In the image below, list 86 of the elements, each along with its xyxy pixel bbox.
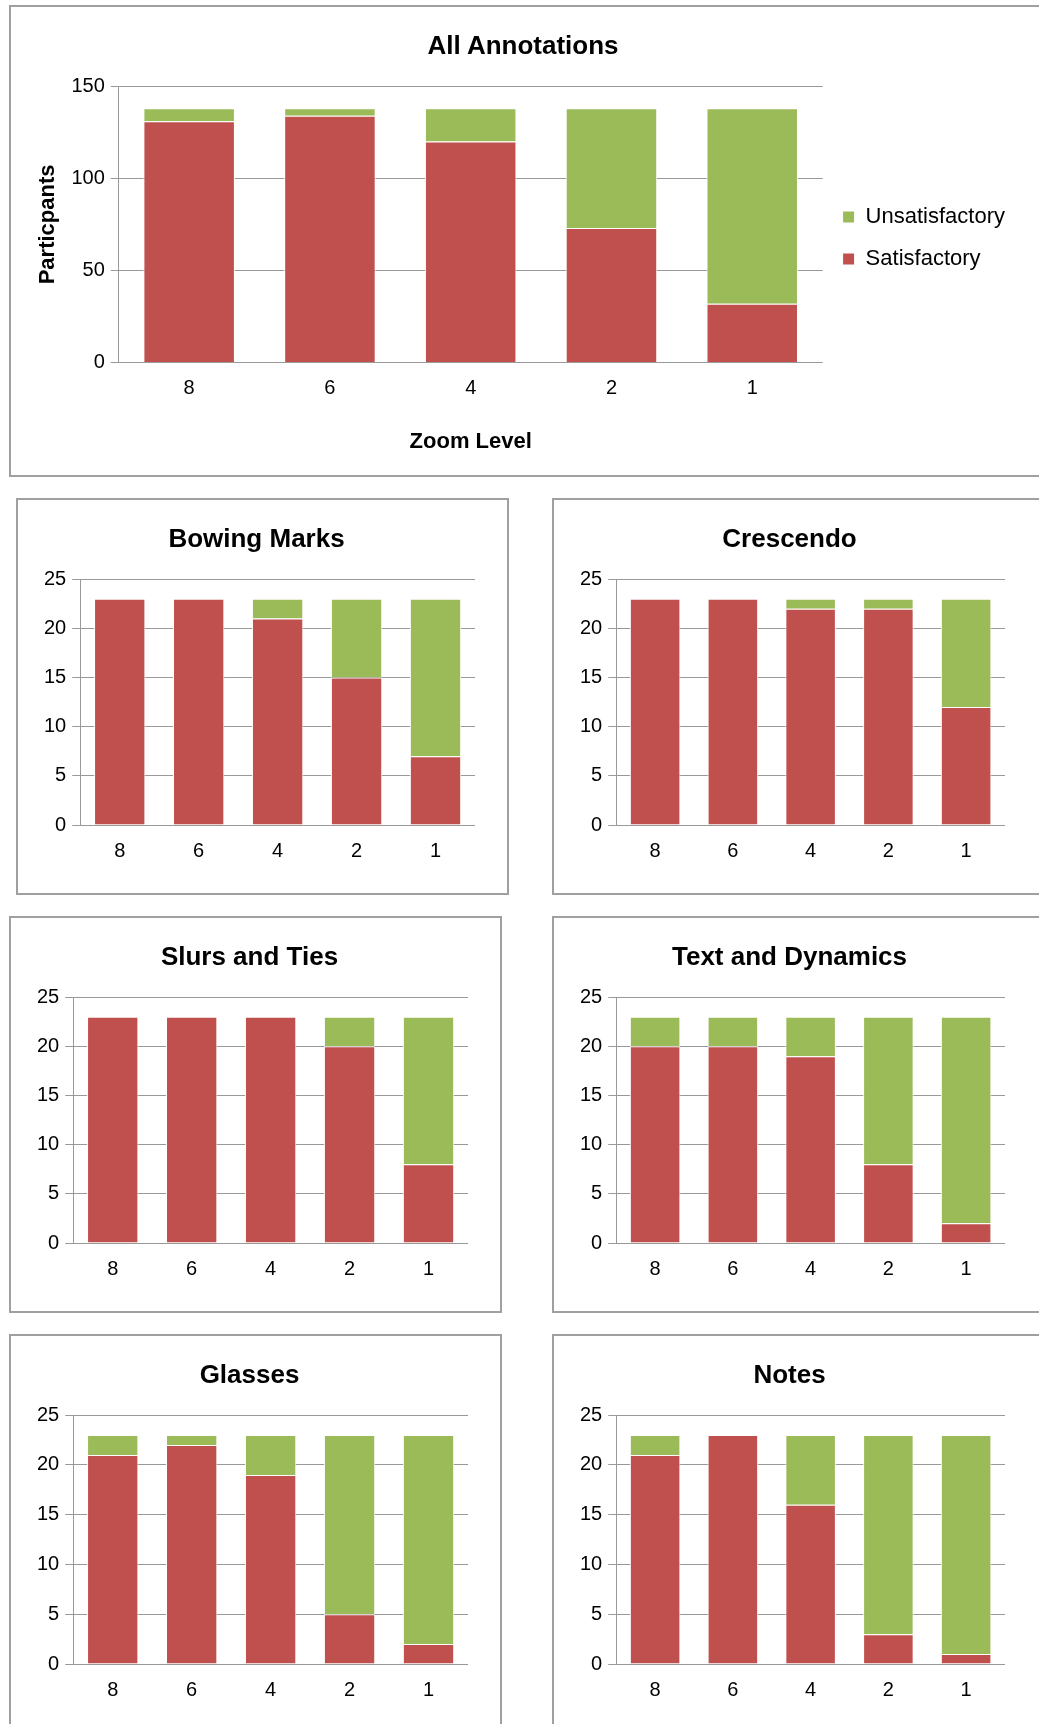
y-tick-label: 15: [580, 1083, 603, 1106]
x-tick-label: 6: [727, 1677, 739, 1700]
y-tick-label: 15: [44, 665, 67, 688]
x-tick-label: 6: [727, 838, 739, 861]
y-tick-label: 0: [591, 812, 603, 835]
x-tick-label: 8: [107, 1677, 119, 1700]
x-tick-label: 1: [422, 1677, 435, 1700]
y-tick-label: 15: [37, 1502, 60, 1525]
legend-label: Unsatisfactory: [865, 203, 1006, 229]
y-tick-label: 20: [580, 615, 603, 638]
y-tick-label: 0: [591, 1230, 603, 1253]
x-tick-label: 4: [805, 1677, 817, 1700]
x-tick-label: 6: [727, 1256, 739, 1279]
x-tick-label: 2: [605, 376, 618, 399]
chart-title: Notes: [753, 1358, 826, 1389]
x-tick-label: 4: [272, 838, 284, 861]
x-tick-label: 8: [114, 838, 126, 861]
x-tick-label: 4: [265, 1677, 277, 1700]
chart-title: Crescendo: [722, 522, 857, 553]
x-tick-label: 4: [805, 838, 817, 861]
x-tick-label: 8: [183, 376, 195, 399]
chart-title: Slurs and Ties: [160, 940, 339, 971]
x-tick-label: 1: [429, 838, 442, 861]
chart-title: Bowing Marks: [168, 522, 345, 553]
y-tick-label: 25: [580, 1402, 603, 1425]
y-tick-label: 10: [37, 1132, 60, 1155]
x-tick-label: 2: [351, 838, 363, 861]
x-tick-label: 1: [960, 1677, 972, 1700]
y-tick-label: 25: [37, 1402, 60, 1425]
y-tick-label: 5: [55, 763, 67, 786]
y-tick-label: 0: [55, 812, 67, 835]
y-tick-label: 25: [37, 984, 60, 1007]
x-tick-label: 2: [344, 1256, 356, 1279]
chart-title: All Annotations: [427, 29, 619, 60]
y-tick-label: 5: [591, 1181, 603, 1204]
y-tick-label: 100: [71, 165, 105, 188]
y-tick-label: 20: [580, 1452, 603, 1475]
y-tick-label: 0: [591, 1651, 603, 1674]
x-tick-label: 2: [882, 838, 894, 861]
x-tick-label: 2: [882, 1256, 894, 1279]
x-tick-label: 6: [193, 838, 205, 861]
x-tick-label: 1: [960, 838, 972, 861]
x-tick-label: 1: [422, 1256, 435, 1279]
y-tick-label: 20: [37, 1452, 60, 1475]
y-tick-label: 150: [71, 73, 105, 96]
y-tick-label: 0: [48, 1651, 60, 1674]
x-axis-title: Zoom Level: [409, 427, 532, 453]
y-tick-label: 20: [37, 1033, 60, 1056]
y-tick-label: 5: [591, 1601, 603, 1624]
y-tick-label: 10: [580, 1552, 603, 1574]
x-tick-label: 4: [465, 376, 477, 399]
y-tick-label: 10: [580, 1132, 603, 1155]
x-tick-label: 1: [960, 1256, 972, 1279]
chart-title: Text and Dynamics: [671, 940, 908, 971]
y-axis-title: Particpants: [34, 164, 60, 285]
y-tick-label: 15: [580, 1502, 603, 1525]
y-tick-label: 5: [48, 1601, 60, 1624]
y-tick-label: 25: [44, 566, 67, 589]
x-tick-label: 8: [649, 1677, 661, 1700]
y-tick-label: 10: [37, 1552, 60, 1574]
y-tick-label: 20: [44, 615, 67, 638]
y-tick-label: 10: [580, 714, 603, 737]
y-tick-label: 15: [580, 665, 603, 688]
x-tick-label: 6: [186, 1677, 198, 1700]
x-tick-label: 8: [107, 1256, 119, 1279]
x-tick-label: 4: [265, 1256, 277, 1279]
x-tick-label: 2: [882, 1677, 894, 1700]
y-tick-label: 5: [591, 763, 603, 786]
y-tick-label: 0: [48, 1230, 60, 1253]
legend-label: Satisfactory: [865, 245, 981, 271]
y-tick-label: 25: [580, 984, 603, 1007]
y-tick-label: 10: [44, 714, 67, 737]
x-tick-label: 1: [746, 376, 758, 399]
x-tick-label: 4: [805, 1256, 817, 1279]
y-tick-label: 5: [48, 1181, 60, 1204]
x-tick-label: 8: [649, 838, 661, 861]
x-tick-label: 6: [186, 1256, 198, 1279]
x-tick-label: 6: [324, 376, 336, 399]
y-tick-label: 20: [580, 1033, 603, 1056]
y-tick-label: 25: [580, 566, 603, 589]
x-tick-label: 8: [649, 1256, 661, 1279]
chart-title: Glasses: [199, 1358, 300, 1389]
y-tick-label: 0: [93, 350, 105, 373]
y-tick-label: 15: [37, 1083, 60, 1106]
x-tick-label: 2: [344, 1677, 356, 1700]
y-tick-label: 50: [82, 257, 105, 280]
